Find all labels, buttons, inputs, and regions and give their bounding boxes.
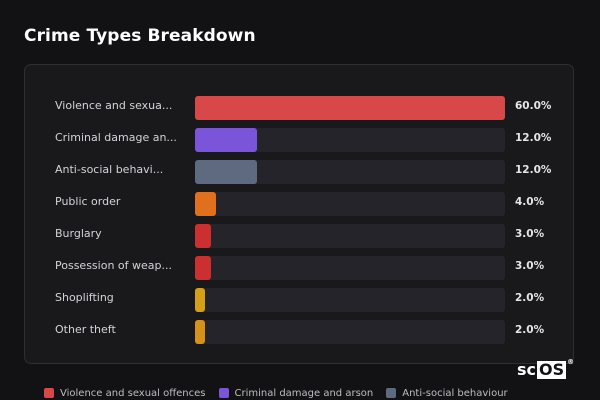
chart-title: Crime Types Breakdown bbox=[24, 26, 256, 46]
bar[interactable] bbox=[195, 320, 206, 344]
bar[interactable] bbox=[195, 192, 216, 216]
chart-card: Violence and sexua... 60.0% Criminal damag… bbox=[24, 64, 574, 364]
value-label: 4.0% bbox=[515, 196, 545, 208]
bar-row: Other theft 2.0% bbox=[25, 320, 575, 344]
legend-label: Violence and sexual offences bbox=[60, 387, 206, 399]
bar[interactable] bbox=[195, 160, 257, 184]
bar-row: Possession of weap... 3.0% bbox=[25, 256, 575, 280]
category-label: Other theft bbox=[55, 323, 116, 336]
legend-label: Anti-social behaviour bbox=[402, 387, 508, 399]
chart-legend: Violence and sexual offences Criminal dam… bbox=[44, 386, 521, 400]
value-label: 12.0% bbox=[515, 164, 552, 176]
bar-row: Shoplifting 2.0% bbox=[25, 288, 575, 312]
logo-text: sc bbox=[517, 360, 537, 379]
bar-row: Criminal damage an... 12.0% bbox=[25, 128, 575, 152]
category-label: Violence and sexua... bbox=[55, 99, 173, 112]
category-label: Possession of weap... bbox=[55, 259, 172, 272]
bar[interactable] bbox=[195, 128, 257, 152]
bar-row: Burglary 3.0% bbox=[25, 224, 575, 248]
bar-row: Public order 4.0% bbox=[25, 192, 575, 216]
bar[interactable] bbox=[195, 288, 206, 312]
category-label: Burglary bbox=[55, 227, 102, 240]
value-label: 3.0% bbox=[515, 260, 545, 272]
value-label: 12.0% bbox=[515, 132, 552, 144]
bar-track bbox=[195, 256, 505, 280]
category-label: Criminal damage an... bbox=[55, 131, 177, 144]
bar-track bbox=[195, 320, 505, 344]
value-label: 60.0% bbox=[515, 100, 552, 112]
registered-mark: ® bbox=[567, 357, 575, 366]
legend-item[interactable]: Anti-social behaviour bbox=[386, 387, 508, 399]
bar-track bbox=[195, 160, 505, 184]
bar[interactable] bbox=[195, 224, 211, 248]
bar-track bbox=[195, 96, 505, 120]
legend-label: Criminal damage and arson bbox=[234, 387, 374, 399]
bar-track bbox=[195, 192, 505, 216]
value-label: 3.0% bbox=[515, 228, 545, 240]
legend-swatch bbox=[218, 388, 229, 398]
bar[interactable] bbox=[195, 96, 505, 120]
legend-swatch bbox=[44, 388, 54, 398]
bar-track bbox=[195, 224, 505, 248]
logo-box-text: OS bbox=[537, 359, 567, 379]
category-label: Public order bbox=[55, 195, 121, 208]
legend-swatch bbox=[386, 388, 397, 398]
category-label: Anti-social behavi... bbox=[55, 163, 164, 176]
value-label: 2.0% bbox=[515, 324, 545, 336]
bar-row: Anti-social behavi... 12.0% bbox=[25, 160, 575, 184]
legend-item[interactable]: Criminal damage and arson bbox=[218, 387, 374, 399]
bar-track bbox=[195, 128, 505, 152]
category-label: Shoplifting bbox=[55, 291, 114, 304]
bar-row: Violence and sexua... 60.0% bbox=[25, 96, 575, 120]
bar-track bbox=[195, 288, 505, 312]
bar[interactable] bbox=[195, 256, 211, 280]
brand-logo: sc OS ® bbox=[517, 357, 575, 380]
value-label: 2.0% bbox=[515, 292, 545, 304]
legend-item[interactable]: Violence and sexual offences bbox=[44, 388, 206, 399]
